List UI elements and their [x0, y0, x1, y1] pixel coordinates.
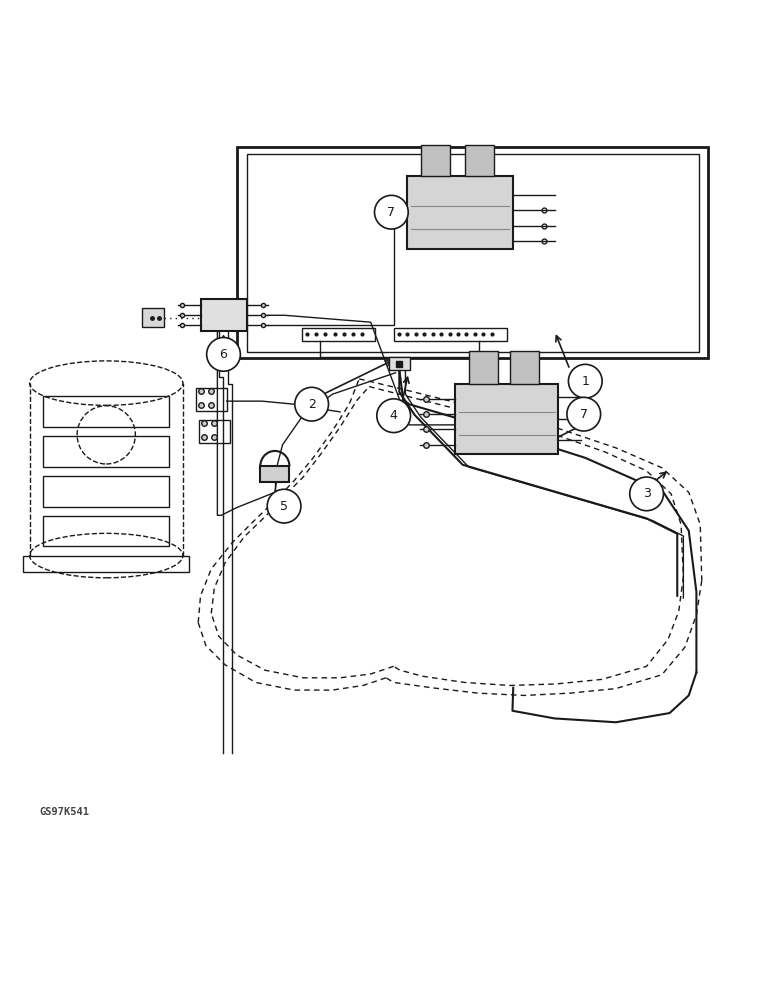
Circle shape: [630, 477, 663, 511]
Bar: [455, 384, 558, 454]
Text: 4: 4: [390, 409, 398, 422]
Circle shape: [374, 195, 408, 229]
Bar: [23, 556, 189, 572]
Bar: [302, 328, 374, 341]
Bar: [422, 145, 450, 176]
Bar: [199, 420, 229, 443]
Bar: [394, 328, 507, 341]
Text: 5: 5: [280, 500, 288, 513]
Bar: [469, 351, 498, 384]
Bar: [43, 476, 169, 507]
Bar: [246, 154, 699, 352]
Bar: [388, 357, 410, 370]
Circle shape: [295, 387, 329, 421]
Circle shape: [377, 399, 411, 433]
Bar: [196, 388, 226, 411]
Bar: [236, 147, 708, 358]
Text: 7: 7: [580, 408, 587, 421]
Circle shape: [568, 364, 602, 398]
Circle shape: [567, 397, 601, 431]
Bar: [142, 308, 164, 327]
Bar: [408, 176, 513, 249]
Circle shape: [207, 338, 240, 371]
Bar: [510, 351, 540, 384]
Text: 3: 3: [642, 487, 651, 500]
Circle shape: [267, 489, 301, 523]
Text: 1: 1: [581, 375, 589, 388]
Bar: [43, 436, 169, 467]
Text: GS97K541: GS97K541: [39, 807, 89, 817]
Bar: [465, 145, 494, 176]
Bar: [43, 516, 169, 546]
Text: 2: 2: [308, 398, 316, 411]
Bar: [43, 396, 169, 427]
Bar: [201, 299, 246, 331]
Bar: [260, 466, 290, 482]
Text: 6: 6: [219, 348, 228, 361]
Text: 7: 7: [388, 206, 395, 219]
